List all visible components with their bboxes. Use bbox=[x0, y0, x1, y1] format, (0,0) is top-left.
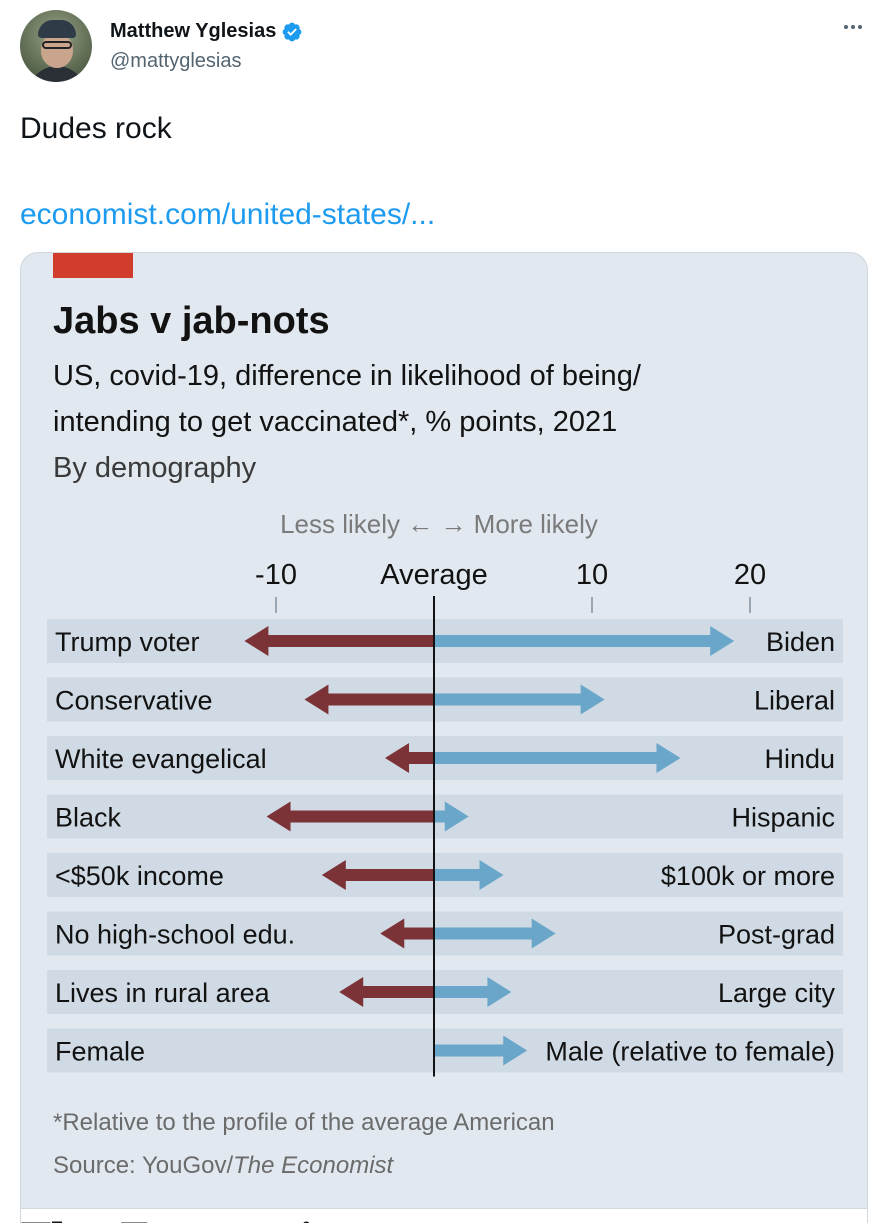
avatar-shirt bbox=[28, 66, 86, 82]
row-right-label-7: Male (relative to female) bbox=[545, 1037, 835, 1067]
tick-label-0: -10 bbox=[255, 559, 297, 591]
row-right-label-1: Liberal bbox=[754, 686, 835, 716]
x-axis-ticks: -10 Average 10 20 bbox=[255, 559, 766, 613]
row-right-label-5: Post-grad bbox=[718, 920, 835, 950]
row-right-label-6: Large city bbox=[718, 978, 836, 1008]
row-right-label-4: $100k or more bbox=[661, 861, 835, 891]
chart-rows: Trump voter Biden Conservative Liberal White… bbox=[47, 619, 843, 1073]
avatar-face bbox=[41, 34, 73, 68]
avatar[interactable] bbox=[20, 10, 92, 82]
row-right-label-0: Biden bbox=[766, 627, 835, 657]
source-prefix: Source: YouGov/ bbox=[53, 1152, 233, 1179]
right-arrow-2 bbox=[434, 743, 681, 773]
left-arrow-6 bbox=[339, 977, 434, 1007]
chart-subtitle-line3: By demography bbox=[53, 452, 257, 484]
right-arrow-1 bbox=[434, 684, 605, 715]
row-left-label-3: Black bbox=[55, 803, 122, 833]
chart-subtitle-line2: intending to get vaccinated*, % points, … bbox=[53, 406, 617, 438]
more-dots-icon bbox=[844, 25, 862, 29]
left-arrow-1 bbox=[304, 684, 434, 715]
tweet-text: Dudes rock bbox=[20, 112, 172, 145]
right-arrow-6 bbox=[434, 977, 512, 1007]
row-left-label-1: Conservative bbox=[55, 686, 213, 716]
left-arrow-2 bbox=[385, 743, 434, 773]
tweet-link[interactable]: economist.com/united-states/... bbox=[20, 198, 436, 231]
left-arrow-4 bbox=[321, 860, 434, 890]
avatar-cap bbox=[38, 20, 76, 38]
tick-label-1: Average bbox=[380, 559, 488, 591]
link-preview-card[interactable]: Jabs v jab-nots US, covid-19, difference… bbox=[20, 252, 868, 1223]
row-right-label-3: Hispanic bbox=[731, 803, 835, 833]
left-arrow-3 bbox=[266, 801, 434, 832]
avatar-glasses bbox=[42, 41, 72, 49]
chart-footnote: *Relative to the profile of the average … bbox=[53, 1109, 555, 1136]
row-left-label-0: Trump voter bbox=[55, 627, 200, 657]
tick-label-2: 10 bbox=[576, 559, 608, 591]
chart-source: Source: YouGov/The Economist bbox=[53, 1152, 395, 1179]
right-arrow-7 bbox=[434, 1035, 528, 1066]
right-arrow-3 bbox=[434, 801, 469, 832]
row-left-label-5: No high-school edu. bbox=[55, 920, 295, 950]
right-arrow-4 bbox=[434, 860, 504, 890]
right-arrow-0 bbox=[434, 626, 735, 656]
row-left-label-6: Lives in rural area bbox=[55, 978, 271, 1008]
row-left-label-2: White evangelical bbox=[55, 744, 267, 774]
tick-label-3: 20 bbox=[734, 559, 766, 591]
author-handle[interactable]: @mattyglesias bbox=[110, 50, 242, 72]
display-name[interactable]: Matthew Yglesias bbox=[110, 20, 277, 42]
left-arrow-0 bbox=[244, 626, 434, 656]
verified-badge-icon bbox=[282, 22, 302, 41]
right-arrow-5 bbox=[434, 918, 556, 949]
row-right-label-2: Hindu bbox=[764, 744, 835, 774]
more-options-button[interactable] bbox=[838, 12, 868, 42]
card-footer: The Economist bbox=[21, 1208, 867, 1223]
direction-label: Less likely ← → More likely bbox=[280, 509, 598, 539]
card-footer-site: The Economist bbox=[21, 1215, 355, 1223]
economist-red-tab bbox=[53, 253, 133, 278]
left-arrow-5 bbox=[380, 918, 434, 949]
chart-subtitle-line1: US, covid-19, difference in likelihood o… bbox=[53, 360, 642, 392]
row-left-label-4: <$50k income bbox=[55, 861, 224, 891]
author-name-row[interactable]: Matthew Yglesias bbox=[110, 20, 303, 43]
row-left-label-7: Female bbox=[55, 1037, 145, 1067]
chart-title: Jabs v jab-nots bbox=[53, 300, 330, 342]
vaccination-chart: Jabs v jab-nots US, covid-19, difference… bbox=[47, 253, 843, 1179]
source-italic: The Economist bbox=[233, 1152, 394, 1179]
